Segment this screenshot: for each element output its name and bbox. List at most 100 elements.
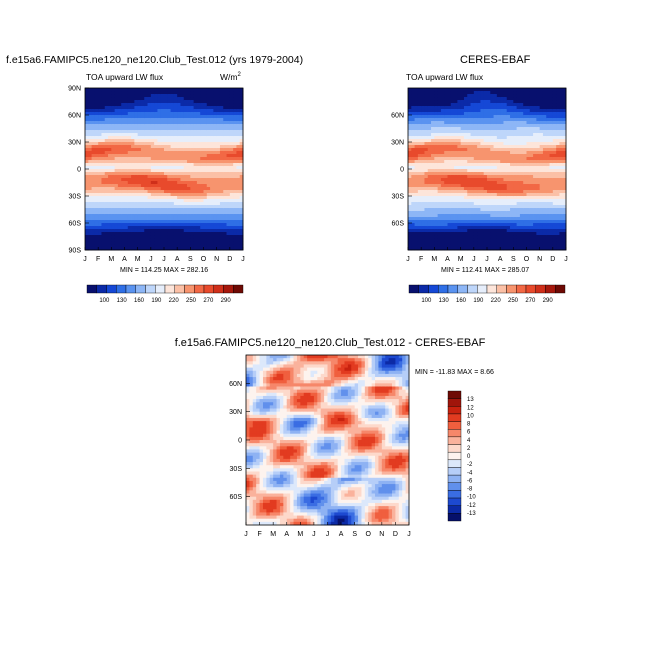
heatmap-cell — [104, 133, 109, 137]
heatmap-cell — [447, 193, 452, 197]
heatmap-cell — [164, 223, 168, 227]
heatmap-cell — [510, 190, 514, 194]
heatmap-cell — [239, 211, 244, 215]
heatmap-cell — [239, 223, 244, 227]
heatmap-cell — [233, 139, 237, 143]
heatmap-cell — [414, 163, 419, 167]
heatmap-cell — [160, 196, 165, 200]
heatmap-cell — [239, 154, 244, 158]
heatmap-cell — [503, 217, 508, 221]
heatmap-cell — [101, 217, 106, 221]
heatmap-cell — [200, 133, 204, 137]
heatmap-cell — [444, 109, 448, 113]
heatmap-cell — [91, 139, 96, 143]
heatmap-cell — [239, 94, 244, 98]
heatmap-cell — [88, 244, 92, 248]
heatmap-cell — [236, 97, 241, 101]
heatmap-cell — [127, 241, 132, 245]
heatmap-cell — [91, 190, 96, 194]
heatmap-cell — [542, 136, 547, 140]
heatmap-cell — [473, 232, 478, 236]
heatmap-cell — [131, 118, 135, 122]
heatmap-cell — [170, 166, 175, 170]
heatmap-cell — [506, 211, 511, 215]
heatmap-cell — [187, 193, 191, 197]
heatmap-cell — [526, 157, 531, 161]
heatmap-cell — [506, 148, 511, 152]
heatmap-cell — [434, 187, 439, 191]
heatmap-cell — [463, 238, 468, 242]
heatmap-cell — [226, 172, 231, 176]
heatmap-cell — [223, 160, 227, 164]
heatmap-cell — [539, 106, 544, 110]
heatmap-cell — [216, 217, 221, 221]
heatmap-cell — [88, 157, 92, 161]
heatmap-cell — [473, 163, 478, 167]
heatmap-cell — [500, 136, 504, 140]
heatmap-cell — [114, 100, 119, 104]
heatmap-cell — [183, 94, 188, 98]
heatmap-cell — [127, 145, 132, 149]
heatmap-cell — [193, 211, 198, 215]
heatmap-cell — [496, 229, 501, 233]
heatmap-cell — [440, 190, 445, 194]
heatmap-cell — [229, 88, 234, 92]
heatmap-cell — [236, 178, 241, 182]
heatmap-cell — [467, 133, 471, 137]
heatmap-cell — [434, 136, 439, 140]
heatmap-cell — [496, 157, 501, 161]
heatmap-cell — [437, 220, 442, 224]
heatmap-cell — [503, 214, 508, 218]
heatmap-cell — [150, 202, 155, 206]
heatmap-cell — [434, 121, 439, 125]
heatmap-cell — [210, 229, 214, 233]
heatmap-cell — [434, 166, 439, 170]
heatmap-cell — [101, 160, 106, 164]
heatmap-cell — [101, 199, 106, 203]
heatmap-cell — [414, 178, 419, 182]
heatmap-cell — [134, 193, 139, 197]
heatmap-cell — [180, 202, 185, 206]
heatmap-cell — [117, 97, 122, 101]
heatmap-cell — [503, 100, 508, 104]
heatmap-cell — [417, 238, 422, 242]
heatmap-cell — [473, 142, 478, 146]
heatmap-cell — [206, 241, 211, 245]
heatmap-cell — [131, 109, 135, 113]
heatmap-cell — [513, 148, 518, 152]
heatmap-cell — [427, 136, 432, 140]
heatmap-cell — [131, 202, 135, 206]
heatmap-cell — [414, 136, 419, 140]
heatmap-cell — [506, 202, 511, 206]
heatmap-cell — [539, 88, 544, 92]
heatmap-cell — [239, 100, 244, 104]
heatmap-cell — [487, 151, 491, 155]
heatmap-cell — [193, 103, 198, 107]
heatmap-cell — [190, 139, 195, 143]
heatmap-cell — [467, 226, 471, 230]
heatmap-cell — [421, 94, 425, 98]
heatmap-cell — [94, 211, 99, 215]
heatmap-cell — [454, 130, 458, 134]
heatmap-cell — [546, 217, 550, 221]
heatmap-cell — [483, 139, 488, 143]
heatmap-cell — [144, 217, 148, 221]
heatmap-cell — [150, 121, 155, 125]
heatmap-cell — [450, 184, 455, 188]
heatmap-cell — [150, 184, 155, 188]
heatmap-cell — [88, 160, 92, 164]
heatmap-cell — [460, 184, 465, 188]
heatmap-cell — [206, 223, 211, 227]
heatmap-cell — [427, 193, 432, 197]
heatmap-cell — [200, 199, 204, 203]
heatmap-cell — [496, 163, 501, 167]
heatmap-cell — [173, 193, 178, 197]
heatmap-cell — [157, 112, 162, 116]
heatmap-cell — [94, 124, 99, 128]
heatmap-cell — [206, 106, 211, 110]
heatmap-cell — [114, 160, 119, 164]
heatmap-cell — [539, 103, 544, 107]
heatmap-cell — [239, 112, 244, 116]
heatmap-cell — [121, 88, 125, 92]
heatmap-cell — [229, 133, 234, 137]
